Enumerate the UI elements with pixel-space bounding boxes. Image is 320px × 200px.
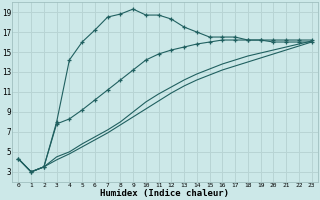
X-axis label: Humidex (Indice chaleur): Humidex (Indice chaleur) bbox=[100, 189, 229, 198]
